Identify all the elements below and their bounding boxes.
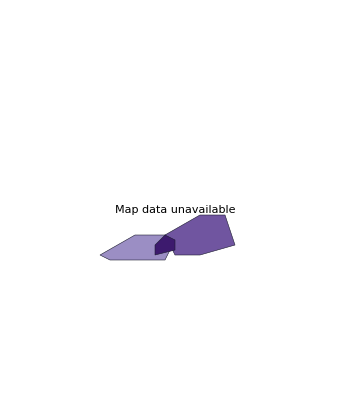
Polygon shape <box>100 235 175 260</box>
Polygon shape <box>165 215 235 255</box>
Text: Map data unavailable: Map data unavailable <box>115 205 235 215</box>
Polygon shape <box>155 235 175 255</box>
